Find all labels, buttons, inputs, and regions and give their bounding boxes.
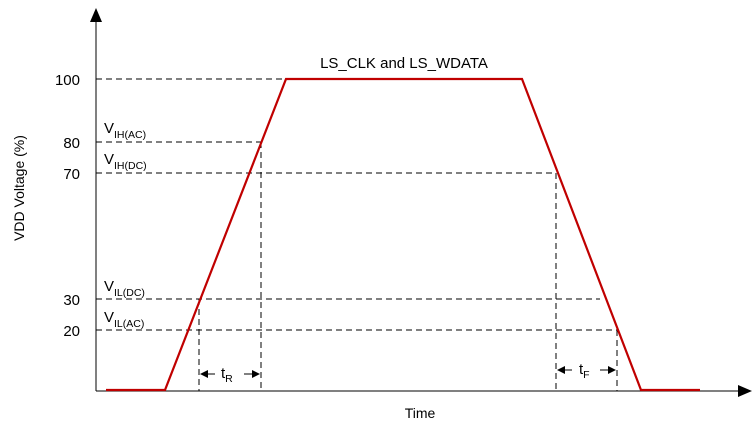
y-tick-70: 70 xyxy=(63,166,80,183)
y-tick-20: 20 xyxy=(63,323,80,340)
vih-dc-label: VIH(DC) xyxy=(104,151,147,172)
y-axis-label: VDD Voltage (%) xyxy=(11,135,27,241)
y-tick-80: 80 xyxy=(63,135,80,152)
x-axis-label: Time xyxy=(405,405,436,421)
diagram-title: LS_CLK and LS_WDATA xyxy=(320,55,488,72)
axes xyxy=(90,8,752,397)
vil-ac-label: VIL(AC) xyxy=(104,309,144,330)
y-tick-30: 30 xyxy=(63,292,80,309)
y-axis-arrow-icon xyxy=(90,8,102,22)
x-axis-arrow-icon xyxy=(738,385,752,397)
rise-time-label: tR xyxy=(221,365,233,385)
y-tick-100: 100 xyxy=(55,72,80,89)
level-lines xyxy=(96,78,617,331)
drop-lines xyxy=(198,142,618,391)
waveform-line xyxy=(106,77,700,392)
vih-ac-label: VIH(AC) xyxy=(104,120,146,141)
fall-time-label: tF xyxy=(579,361,590,381)
vil-dc-label: VIL(DC) xyxy=(104,278,145,299)
